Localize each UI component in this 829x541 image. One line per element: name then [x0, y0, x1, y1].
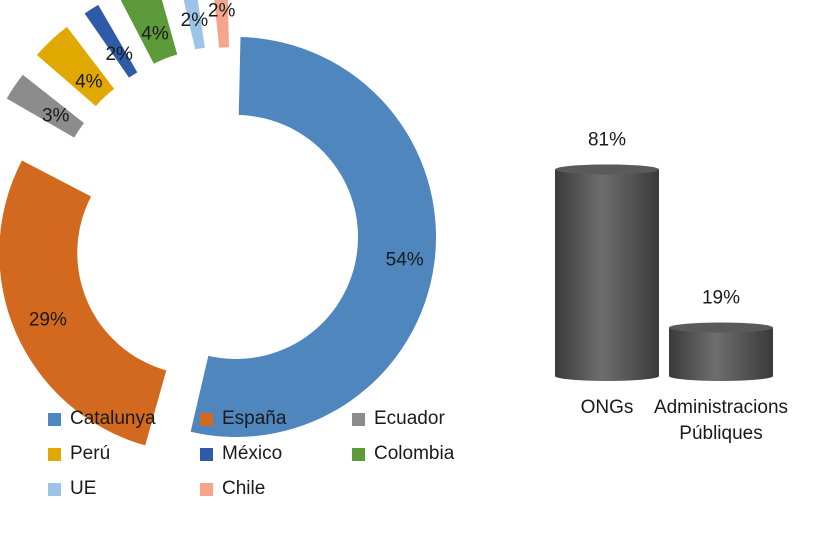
- legend-item-peru: Perú: [48, 443, 200, 465]
- donut-data-labels: 54%29%3%4%2%4%2% 2%: [29, 0, 424, 330]
- legend-swatch: [200, 447, 213, 461]
- data-label-peru: 4%: [75, 71, 103, 92]
- legend-swatch: [200, 482, 213, 496]
- slice-mexico: [84, 4, 138, 78]
- slice-ue: [183, 0, 205, 50]
- cylinder-top: [555, 164, 659, 175]
- slice-chile: [214, 0, 229, 48]
- slice-colombia: [120, 0, 178, 64]
- data-label-mexico: 2%: [105, 44, 133, 65]
- legend-label: UE: [70, 478, 97, 499]
- data-label-espana: 29%: [29, 309, 67, 330]
- donut-chart: [0, 0, 436, 446]
- legend-item-catalunya: Catalunya: [48, 408, 200, 430]
- data-label-catalunya: 54%: [386, 249, 424, 270]
- legend-label: Chile: [222, 478, 266, 499]
- legend-label: Colombia: [374, 443, 455, 464]
- slice-espana: [0, 160, 167, 446]
- data-label-colombia: 4%: [141, 23, 169, 44]
- bar-category-label: Administracions: [654, 397, 788, 418]
- slice-ecuador: [6, 74, 85, 138]
- cylinder-body: [555, 169, 659, 381]
- data-label-ecuador: 3%: [42, 105, 70, 126]
- legend-swatch: [48, 412, 61, 426]
- bar-category-label: Públiques: [679, 423, 762, 444]
- data-label-chile: 2%: [208, 0, 236, 21]
- cylinder-top: [669, 322, 773, 333]
- donut-legend: Catalunya España Ecuador Perú México Colombia…: [48, 408, 488, 500]
- legend-label: Perú: [70, 443, 111, 464]
- bar-value-label: 19%: [702, 288, 740, 309]
- legend-item-chile: Chile: [200, 478, 352, 500]
- slice-catalunya: [190, 37, 436, 437]
- legend-item-ue: UE: [48, 478, 200, 500]
- data-label-ue: 2%: [181, 10, 209, 31]
- legend-swatch: [352, 412, 365, 426]
- legend-item-ecuador: Ecuador: [352, 408, 488, 430]
- legend-label: Ecuador: [374, 408, 445, 429]
- bar-category-label: ONGs: [581, 397, 634, 418]
- bar-ongs: [555, 164, 659, 381]
- legend-swatch: [48, 482, 61, 496]
- cylinder-bar-chart: 81% ONGs 19% Administracions Públiques: [555, 129, 788, 444]
- slice-peru: [36, 26, 115, 107]
- bar-value-label: 81%: [588, 129, 626, 150]
- legend-label: Catalunya: [70, 408, 156, 429]
- legend-label: México: [222, 443, 283, 464]
- legend-item-espana: España: [200, 408, 352, 430]
- cylinder-body: [669, 327, 773, 381]
- legend-item-colombia: Colombia: [352, 443, 488, 465]
- legend-item-mexico: México: [200, 443, 352, 465]
- legend-label: España: [222, 408, 287, 429]
- legend-swatch: [48, 447, 61, 461]
- bar-administracions-publiques: [669, 322, 773, 381]
- legend-swatch: [352, 447, 365, 461]
- legend-swatch: [200, 412, 213, 426]
